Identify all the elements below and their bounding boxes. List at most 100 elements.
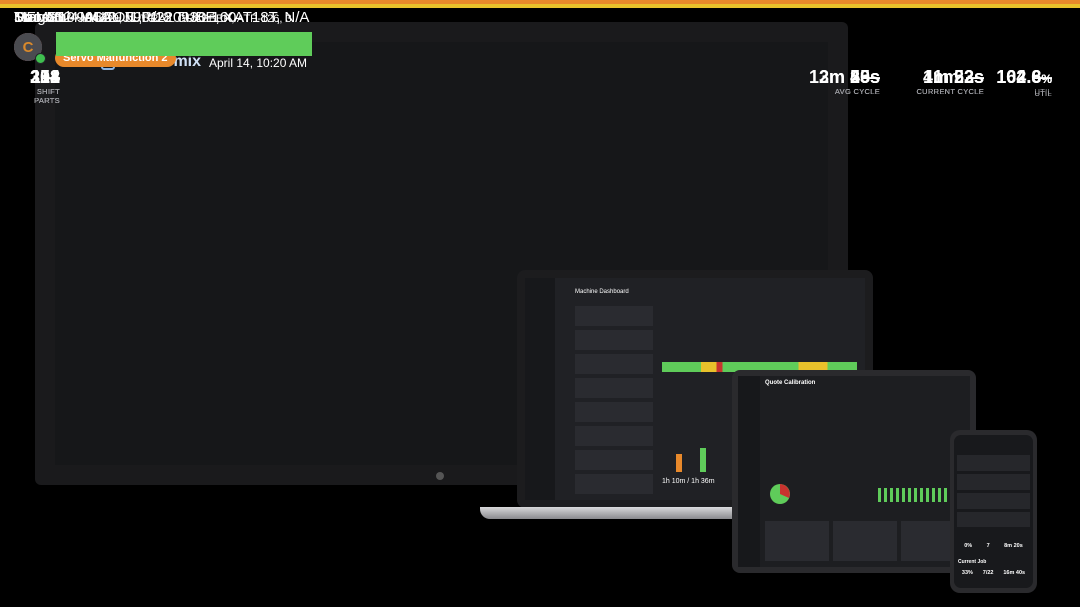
stat: 104.8% UTIL [996,67,1052,98]
machine-card: Star-65 - 745ALR3, NUT RAIL GRABBER, ATP… [0,4,1080,105]
stat-value: — [14,67,60,87]
bar [700,448,706,472]
stat: 1m 52s CURRENT CYCLE [916,67,984,96]
stat: 218 SHIFT PARTS [14,67,60,105]
stat-number: 1m 3s [932,67,984,87]
stat-value: 51 [14,67,60,87]
stat-label: UTIL [1034,89,1052,98]
stat-label: SHIFT PARTS [34,87,60,105]
stat-label: AVG CYCLE [834,87,880,96]
stat-label: AVG CYCLE [834,87,880,96]
stat-number: — [966,67,984,87]
stat: 102.6% UTIL [996,67,1052,98]
stat-value: 304 [14,67,60,87]
stat-number: 1m 52s [922,67,984,87]
bars [878,488,948,502]
stat: — AVG CYCLE [835,67,880,96]
stats-top: 0% 7 8m 20s [957,543,1030,549]
stat: 18 SHIFT PARTS [14,67,60,105]
stat-label: SHIFT PARTS [34,87,60,105]
panels [765,521,965,561]
stat-number: 51 [39,67,60,87]
phone-stat: 33% [961,570,973,576]
stat: — CURRENT CYCLE [916,67,984,96]
phone-stat: 7 [986,543,990,549]
title-text: MFMS10-MC2 - 5901 [14,9,159,26]
stat-label: SHIFT PARTS [34,87,60,105]
stat-number: 13m 25s [808,67,880,87]
timeline-bar [56,32,312,56]
stat-label: CURRENT CYCLE [916,87,984,96]
tablet-title: Quote Calibration [765,380,816,386]
stat-number: 104.8 [996,67,1042,87]
stat-value: 1m 52s [916,67,984,87]
stat-number: — [1034,67,1052,87]
title-text: Star-55 - 905AUJ1, #18 TUBE, XAT18T, N/A [14,9,310,26]
stat-number: 112 [30,67,60,87]
stat-value: 104.8% [996,67,1052,89]
stat-label: UTIL [1034,89,1052,98]
card-title: Star-65 - 745ALR3, NUT RAIL GRABBER, ATP… [14,9,292,26]
title-text: Star-612 - AUTO-UR/220930-160 [14,9,237,26]
stat-unit: % [1041,72,1052,86]
timeline [662,362,857,372]
stat-value: 1m 3s [916,67,984,87]
stat-number: — [42,67,60,87]
stat-number: 4m 22s [922,67,984,87]
stat-value: 102.6% [996,67,1052,89]
stat-value: 2m 53s [819,67,880,87]
stat: — SHIFT PARTS [14,67,60,105]
stat-number: — [862,67,880,87]
stat-value: 40s [835,67,880,87]
sidebar [738,376,760,567]
stat-label: CURRENT CYCLE [916,87,984,96]
phone-stat: 7/22 [982,570,994,576]
phone-stat: 0% [964,543,973,549]
card-title: Star-612 - AUTO-UR/220930-160 [14,9,236,26]
stat: 51 SHIFT PARTS [14,67,60,105]
stat-label: CURRENT CYCLE [916,87,984,96]
stat-label: CURRENT CYCLE [916,87,984,96]
phone-stat: 16m 40s [1003,570,1026,576]
stats-bottom: 33% 7/22 16m 40s [957,570,1030,576]
stat-value: 13m 25s [809,67,880,87]
tablet-screen: Quote Calibration [738,376,970,567]
stat-number: 62.6 [1006,67,1042,87]
stat: 62.6% UTIL [1006,67,1052,98]
stat-value: — [835,67,880,87]
stat: 304 SHIFT PARTS [14,67,60,105]
rows [957,455,1030,527]
stat: — UTIL [1034,67,1052,96]
stat-value: 62.6% [1006,67,1052,89]
tv-camera [436,472,444,480]
phone-screen: 0% 7 8m 20s Current Job 33% 7/22 16m 40s [954,435,1033,588]
stat: 40s AVG CYCLE [835,67,880,96]
stat: 112 SHIFT PARTS [14,67,60,105]
stat-label: SHIFT PARTS [34,87,60,105]
stat-number: 18 [39,67,60,87]
machine-list [575,306,653,496]
cycle-label: 1h 10m / 1h 36m [662,478,715,485]
laptop-screen: Machine Dashboard 1h 10m / 1h 36m [525,278,865,500]
stat: 4m 22s CURRENT CYCLE [916,67,984,96]
stat-label: UTIL [1034,89,1052,98]
stat-value: 4m 22s [916,67,984,87]
sidebar [525,278,555,500]
stat: 13m 25s AVG CYCLE [809,67,880,96]
stat-label: SHIFT PARTS [34,87,60,105]
stat-value: 112 [14,67,60,87]
pie [770,484,790,504]
phone-stat: 8m 20s [1004,543,1023,549]
title-text: Star-65 [14,9,64,26]
card-title: Star-55 - 905AUJ1, #18 TUBE, XAT18T, N/A [14,9,309,26]
stat-unit: % [1041,72,1052,86]
stat-label: SHIFT PARTS [34,87,60,105]
bar [676,454,682,472]
stat-number: 102.6 [996,67,1042,87]
stat-value: 18 [14,67,60,87]
stat-unit: % [1041,72,1052,86]
stat-value: — [916,67,984,87]
stat-number: 2m 53s [818,67,880,87]
